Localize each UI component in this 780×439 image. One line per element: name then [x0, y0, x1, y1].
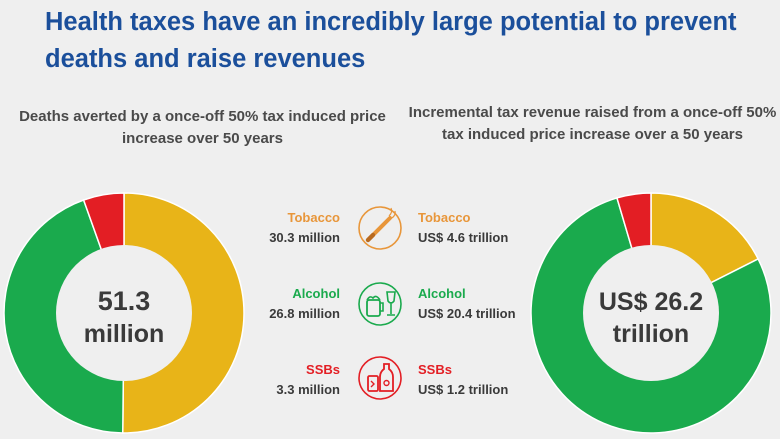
alcohol-label-right: Alcohol: [418, 286, 466, 301]
donut-hole: [56, 245, 192, 381]
tobacco-revenue: Tobacco US$ 4.6 trillion: [418, 208, 578, 248]
left-center-value: 51.3: [98, 286, 151, 316]
ssbs-label-right: SSBs: [418, 362, 452, 377]
ssb-icon: [358, 356, 402, 400]
ssbs-revenue-value: US$ 1.2 trillion: [418, 382, 509, 397]
donut-hole: [583, 245, 719, 381]
alcohol-revenue: Alcohol US$ 20.4 trillion: [418, 284, 578, 324]
page-title: Health taxes have an incredibly large po…: [45, 8, 737, 73]
alcohol-deaths-value: 26.8 million: [269, 306, 340, 321]
right-center-value: US$ 26.2: [599, 288, 703, 316]
tax-revenue-donut-chart: US$ 26.2 trillion: [530, 192, 772, 434]
alcohol-revenue-value: US$ 20.4 trillion: [418, 306, 516, 321]
ssbs-revenue: SSBs US$ 1.2 trillion: [418, 360, 578, 400]
right-center-unit: trillion: [613, 320, 689, 348]
alcohol-label: Alcohol: [292, 286, 340, 301]
tobacco-label: Tobacco: [287, 210, 341, 225]
alcohol-deaths: Alcohol 26.8 million: [210, 284, 340, 324]
ssbs-deaths: SSBs 3.3 million: [210, 360, 340, 400]
deaths-averted-donut-chart: 51.3 million: [3, 192, 245, 434]
left-center-unit: million: [84, 320, 165, 348]
tobacco-label-right: Tobacco: [418, 210, 471, 225]
left-chart-subtitle: Deaths averted by a once-off 50% tax ind…: [19, 108, 386, 147]
tobacco-deaths-value: 30.3 million: [269, 230, 340, 245]
right-chart-subtitle: Incremental tax revenue raised from a on…: [408, 104, 777, 143]
alcohol-icon: [358, 282, 402, 326]
tobacco-revenue-value: US$ 4.6 trillion: [418, 230, 509, 245]
cigarette-icon: [358, 206, 402, 250]
ssbs-label: SSBs: [306, 362, 340, 377]
ssbs-deaths-value: 3.3 million: [276, 382, 340, 397]
tobacco-deaths: Tobacco 30.3 million: [210, 208, 340, 248]
